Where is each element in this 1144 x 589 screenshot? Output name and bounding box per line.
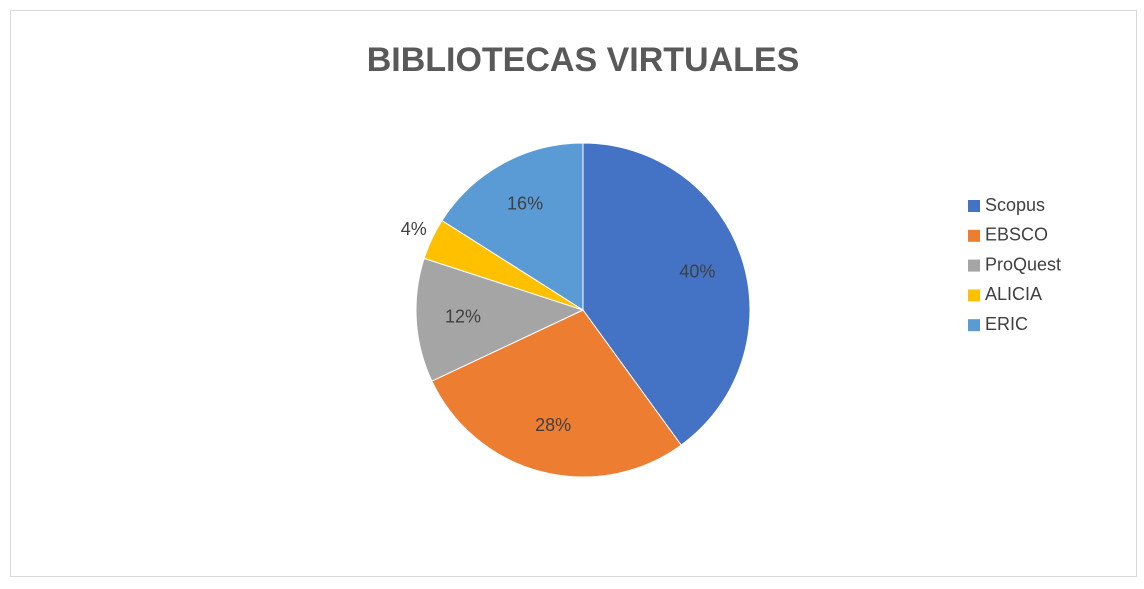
pie-slice	[441, 142, 584, 311]
data-label: 12%	[445, 306, 481, 326]
legend-swatch	[968, 289, 980, 302]
legend-label: Scopus	[985, 195, 1045, 215]
chart-title: BIBLIOTECAS VIRTUALES	[367, 41, 800, 79]
legend-label: ProQuest	[985, 254, 1061, 274]
legend-swatch	[968, 229, 980, 242]
legend-swatch	[968, 200, 980, 212]
legend-label: ERIC	[985, 314, 1028, 334]
data-label: 28%	[535, 415, 571, 435]
data-label: 40%	[679, 262, 715, 282]
data-label: 16%	[507, 193, 543, 213]
legend-swatch	[968, 259, 980, 272]
legend-swatch	[968, 319, 980, 332]
legend-label: EBSCO	[985, 225, 1048, 245]
pie-slice	[415, 257, 585, 382]
pie-slice	[431, 309, 682, 478]
legend-label: ALICIA	[985, 284, 1042, 304]
pie-slice	[582, 142, 751, 446]
data-label: 4%	[401, 219, 427, 239]
